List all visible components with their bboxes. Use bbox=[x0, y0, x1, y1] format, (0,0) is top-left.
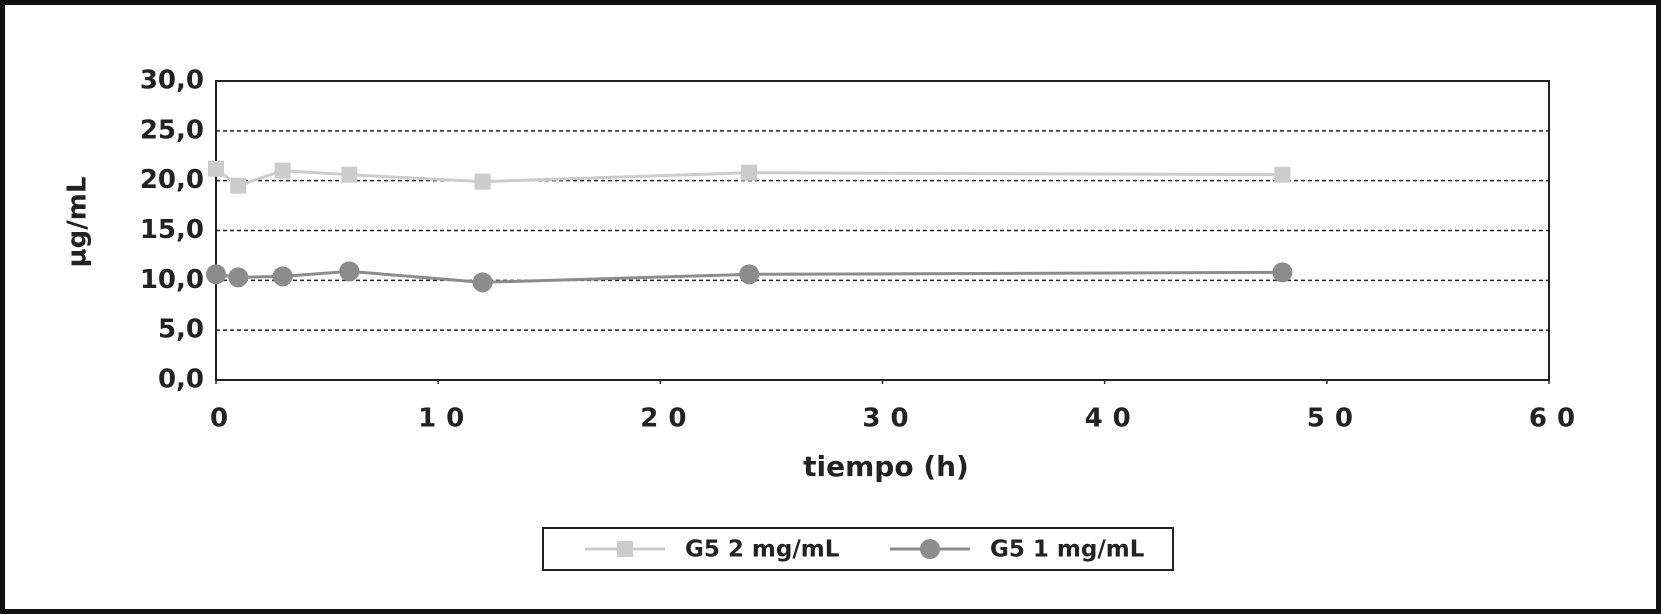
x-tick-label: 0 bbox=[210, 404, 238, 434]
y-tick-label: 30,0 bbox=[140, 66, 204, 96]
marker bbox=[272, 266, 293, 287]
marker bbox=[274, 162, 291, 179]
y-tick-label: 5,0 bbox=[158, 315, 204, 345]
marker bbox=[474, 173, 491, 190]
x-tick-label: 10 bbox=[418, 404, 474, 434]
marker bbox=[739, 264, 760, 285]
plot-border bbox=[215, 80, 1550, 381]
legend-label: G5 1 mg/mL bbox=[990, 537, 1145, 563]
x-tick-label: 60 bbox=[1529, 404, 1585, 434]
x-tick-label: 30 bbox=[862, 404, 918, 434]
x-tick-label: 50 bbox=[1307, 404, 1363, 434]
x-axis-label: tiempo (h) bbox=[803, 450, 969, 483]
marker bbox=[228, 267, 249, 288]
x-tick-label: 20 bbox=[640, 404, 696, 434]
marker bbox=[206, 264, 226, 285]
marker bbox=[339, 261, 360, 282]
legend-marker bbox=[617, 541, 633, 557]
marker bbox=[1272, 262, 1293, 283]
marker bbox=[472, 272, 493, 293]
y-tick-label: 10,0 bbox=[140, 265, 204, 295]
y-tick-label: 20,0 bbox=[140, 165, 204, 195]
marker bbox=[1274, 166, 1291, 183]
y-axis-label: µg/mL bbox=[63, 177, 93, 268]
marker bbox=[741, 164, 758, 181]
x-tick-label: 40 bbox=[1085, 404, 1141, 434]
marker bbox=[230, 177, 247, 194]
y-tick-label: 25,0 bbox=[140, 115, 204, 145]
legend-marker bbox=[920, 539, 940, 559]
legend-label: G5 2 mg/mL bbox=[685, 537, 840, 563]
y-tick-label: 15,0 bbox=[140, 215, 204, 245]
marker bbox=[341, 166, 358, 183]
y-tick-label: 0,0 bbox=[158, 365, 204, 395]
marker bbox=[208, 160, 224, 177]
